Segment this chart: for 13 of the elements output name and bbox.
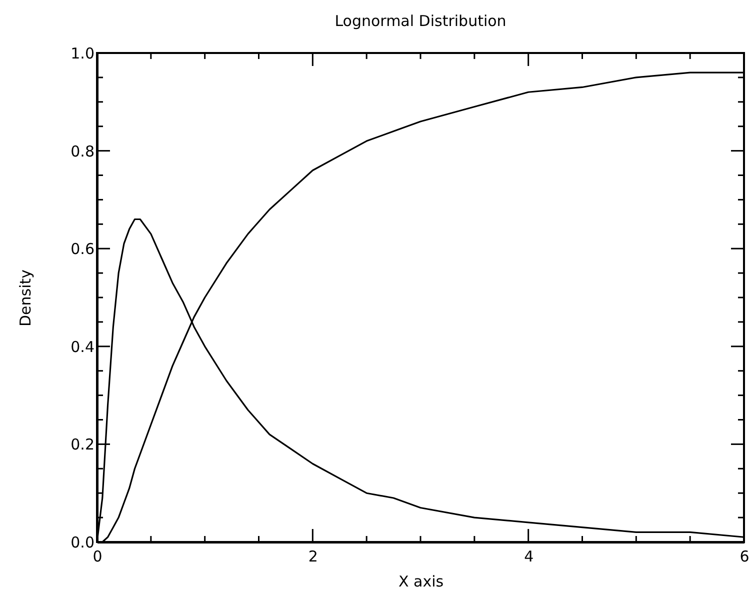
y-tick-label: 1.0 [70,44,94,62]
y-tick-label: 0.8 [70,142,94,160]
chart-title: Lognormal Distribution [334,12,506,30]
y-axis-title: Density [16,269,35,327]
x-tick-label: 2 [308,548,318,566]
y-tick-label: 0.6 [70,240,94,258]
x-tick-label: 4 [524,548,534,566]
x-tick-label: 0 [92,548,102,566]
y-tick-label: 0.0 [70,534,94,552]
x-tick-label: 6 [740,548,750,566]
y-tick-label: 0.2 [70,436,94,454]
x-axis-title: X axis [398,572,444,590]
y-tick-label: 0.4 [70,338,94,356]
